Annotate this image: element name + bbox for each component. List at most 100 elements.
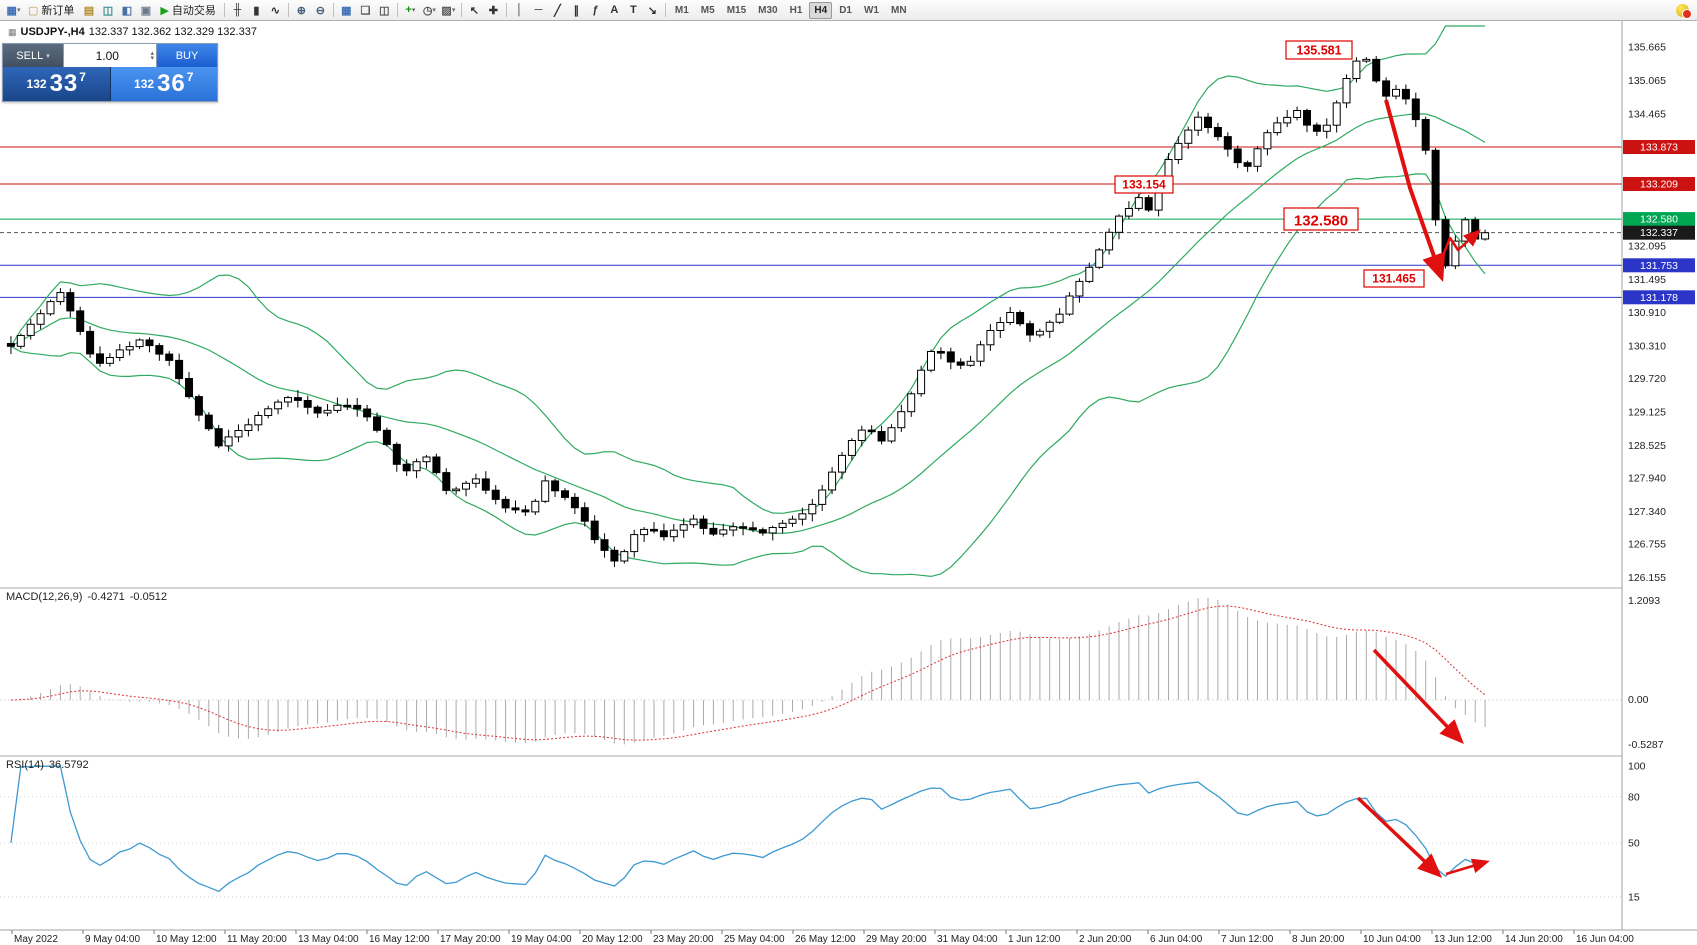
svg-text:8 Jun 20:00: 8 Jun 20:00: [1292, 934, 1345, 945]
timeframe-h4[interactable]: H4: [809, 1, 833, 19]
templates-icon[interactable]: ▨ ▾: [441, 4, 456, 17]
candlestick-icon[interactable]: ▮: [253, 4, 260, 17]
indicators-icon-caret: ▾: [411, 7, 416, 14]
navigator-icon[interactable]: ◧: [121, 4, 133, 17]
terminal-icon[interactable]: ▣: [140, 4, 152, 17]
trendline-icon[interactable]: ╱: [554, 4, 561, 17]
toolbar-separator: [460, 3, 462, 17]
crosshair-icon[interactable]: ✚: [488, 4, 498, 17]
buy-label: BUY: [175, 49, 199, 62]
chart-symbol-period: USDJPY-,H4: [20, 26, 85, 38]
new-order-label: 新订单: [41, 5, 75, 17]
new-order-icon: ▢: [28, 4, 39, 17]
svg-text:127.340: 127.340: [1628, 506, 1666, 518]
annotation-arrows[interactable]: [1356, 99, 1490, 878]
bid-pipette: 7: [79, 70, 86, 84]
indicators-icon[interactable]: + ▾: [405, 4, 416, 16]
rsi-axis-ticks: 100 80 50 15: [1628, 761, 1646, 904]
toolbar-separator: [396, 3, 398, 17]
cascade-windows-icon[interactable]: ❏: [360, 4, 371, 17]
price-axis[interactable]: [1622, 20, 1697, 930]
chart-ohlc-values: 132.337 132.362 132.329 132.337: [88, 26, 257, 38]
volume-up-icon[interactable]: ▴: [150, 49, 154, 57]
bid-price-button[interactable]: 132 33 7: [3, 67, 110, 101]
autotrading-play-icon: ▶: [160, 4, 169, 17]
time-axis-labels: May 2022 9 May 04:00 10 May 12:00 11 May 20…: [11, 930, 1634, 945]
sell-caret-icon: ▾: [46, 52, 50, 60]
svg-text:7 Jun 12:00: 7 Jun 12:00: [1221, 934, 1274, 945]
toolbar-separator: [505, 3, 507, 17]
svg-text:129.125: 129.125: [1628, 406, 1666, 418]
svg-text:130.310: 130.310: [1628, 340, 1666, 352]
periods-icon[interactable]: ◷ ▾: [422, 4, 436, 17]
text-icon[interactable]: A: [610, 4, 619, 16]
svg-text:80: 80: [1628, 791, 1640, 803]
svg-text:23 May 20:00: 23 May 20:00: [653, 934, 714, 945]
zoom-in-icon[interactable]: ⊕: [296, 4, 306, 17]
timeframe-mn[interactable]: MN: [890, 4, 907, 16]
profiles-icon[interactable]: ▤: [83, 4, 95, 17]
zoom-out-icon[interactable]: ⊖: [315, 4, 325, 17]
svg-text:131.178: 131.178: [1640, 292, 1678, 304]
svg-text:131.495: 131.495: [1628, 274, 1666, 286]
fibonacci-icon[interactable]: ƒ: [592, 4, 599, 16]
vertical-line-icon[interactable]: │: [515, 4, 523, 16]
macd-axis-ticks: 1.2093 0.00 -0.5287: [1628, 595, 1664, 751]
annotation-labels[interactable]: 135.581 133.154 132.580 131.465: [1114, 40, 1425, 288]
main-chart-pane[interactable]: [0, 28, 1622, 586]
svg-text:100: 100: [1628, 761, 1646, 773]
bollinger-bands: [10, 25, 1486, 578]
svg-text:135.665: 135.665: [1628, 42, 1666, 54]
timeframe-h1[interactable]: H1: [789, 4, 803, 16]
new-chart-icon[interactable]: ▦ ▾: [6, 4, 21, 17]
svg-text:May 2022: May 2022: [14, 934, 58, 945]
svg-text:25 May 04:00: 25 May 04:00: [724, 934, 785, 945]
svg-text:17 May 20:00: 17 May 20:00: [440, 934, 501, 945]
svg-text:126.755: 126.755: [1628, 539, 1666, 551]
new-order-button[interactable]: ▢ 新订单: [23, 2, 79, 18]
chart-symbol-icon: ▦: [8, 26, 17, 37]
horizontal-line-icon[interactable]: ─: [534, 4, 543, 16]
svg-text:132.580: 132.580: [1294, 213, 1348, 230]
notification-icon[interactable]: [1676, 3, 1692, 19]
timeframe-m5[interactable]: M5: [700, 4, 715, 16]
bar-chart-icon[interactable]: ╫: [233, 4, 242, 16]
svg-text:132.095: 132.095: [1628, 241, 1666, 253]
volume-input[interactable]: 1.00 ▴ ▾: [63, 44, 157, 67]
buy-button[interactable]: BUY: [157, 44, 217, 67]
svg-text:13 Jun 12:00: 13 Jun 12:00: [1434, 934, 1492, 945]
arrows-icon[interactable]: ↘: [647, 4, 657, 17]
candles: [6, 56, 1490, 568]
svg-text:14 Jun 20:00: 14 Jun 20:00: [1505, 934, 1563, 945]
rsi-value: 36.5792: [48, 759, 89, 771]
timeframe-m15[interactable]: M15: [726, 4, 747, 16]
rsi-pane[interactable]: [0, 760, 1622, 930]
tile-windows-icon[interactable]: ◫: [379, 4, 390, 17]
grid-icon[interactable]: ▦: [341, 4, 352, 17]
horizontal-lines[interactable]: [0, 146, 1622, 298]
timeframe-w1[interactable]: W1: [863, 4, 879, 16]
macd-pane[interactable]: [0, 592, 1622, 756]
svg-text:16 May 12:00: 16 May 12:00: [369, 934, 430, 945]
time-axis[interactable]: [0, 931, 1697, 945]
sell-button[interactable]: SELL ▾: [3, 44, 63, 67]
volume-down-icon[interactable]: ▾: [150, 54, 154, 62]
macd-name: MACD(12,26,9): [6, 591, 83, 603]
timeframe-m30[interactable]: M30: [758, 4, 778, 16]
rsi-name: RSI(14): [6, 759, 44, 771]
svg-text:26 May 12:00: 26 May 12:00: [795, 934, 856, 945]
cursor-icon[interactable]: ↖: [469, 4, 479, 17]
channel-icon[interactable]: ∥: [573, 4, 580, 17]
line-chart-icon[interactable]: ∿: [270, 4, 280, 17]
macd-indicator-label: MACD(12,26,9) -0.4271 -0.0512: [6, 591, 172, 603]
autotrading-button[interactable]: ▶ 自动交易: [155, 2, 220, 18]
label-icon[interactable]: T: [630, 4, 637, 16]
timeframe-d1[interactable]: D1: [839, 4, 852, 16]
market-watch-icon[interactable]: ◫: [102, 4, 114, 17]
timeframe-m1[interactable]: M1: [674, 4, 689, 16]
bid-pips: 33: [49, 70, 79, 97]
svg-text:13 May 04:00: 13 May 04:00: [298, 934, 359, 945]
svg-text:128.525: 128.525: [1628, 440, 1666, 452]
ask-price-button[interactable]: 132 36 7: [109, 67, 217, 101]
